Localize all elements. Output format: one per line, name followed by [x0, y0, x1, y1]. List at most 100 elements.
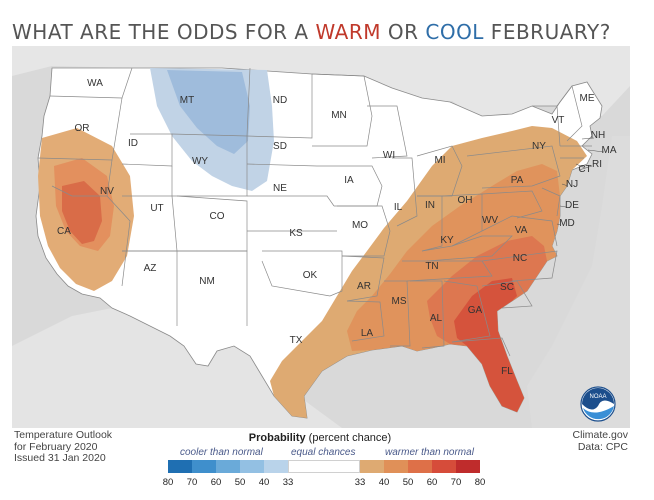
outlook-map: NOAA WA OR CA NV ID MT WY UT AZ CO NM ND SD NE KS OK TX M… — [12, 46, 630, 428]
state-label-ar: AR — [357, 281, 371, 292]
state-label-vt: VT — [552, 115, 565, 126]
state-label-ky: KY — [440, 235, 454, 246]
legend-tick: 50 — [402, 477, 414, 488]
state-label-il: IL — [394, 202, 403, 213]
title-cool: COOL — [425, 20, 484, 44]
legend-swatch-equal — [288, 460, 360, 473]
state-leader-line — [575, 163, 586, 169]
state-label-wi: WI — [383, 150, 395, 161]
legend-tick: 40 — [258, 477, 270, 488]
outlook-info: Temperature Outlook for February 2020 Is… — [14, 429, 113, 465]
outlook-line-2: for February 2020 — [14, 440, 98, 453]
state-label-fl: FL — [501, 366, 513, 377]
legend-swatch-cool — [216, 460, 240, 473]
outlook-line-1: Temperature Outlook — [14, 429, 113, 441]
state-label-ca: CA — [57, 226, 71, 237]
state-label-ct: CT — [578, 164, 591, 175]
legend-tick: 60 — [426, 477, 438, 488]
legend-swatch-cool — [192, 460, 216, 473]
legend-title: Probability (percent chance) — [248, 432, 392, 444]
state-label-in: IN — [425, 200, 435, 211]
legend-swatch-cool — [240, 460, 264, 473]
state-label-mn: MN — [331, 110, 347, 121]
state-borders — [37, 67, 592, 357]
state-label-la: LA — [361, 328, 374, 339]
legend-swatch-cool — [264, 460, 288, 473]
state-label-nd: ND — [273, 95, 287, 106]
state-label-me: ME — [580, 93, 595, 104]
state-label-de: DE — [565, 200, 579, 211]
state-label-ny: NY — [532, 141, 546, 152]
state-label-nc: NC — [513, 253, 527, 264]
legend-tick: 40 — [378, 477, 390, 488]
legend-swatch-warm — [384, 460, 408, 473]
legend-swatch-warm — [360, 460, 384, 473]
state-label-mi: MI — [434, 155, 445, 166]
legend-tick: 70 — [186, 477, 198, 488]
state-label-ri: RI — [592, 159, 602, 170]
state-label-al: AL — [430, 313, 443, 324]
state-label-co: CO — [210, 211, 225, 222]
state-label-tx: TX — [290, 335, 303, 346]
state-label-id: ID — [128, 138, 138, 149]
legend-equal-label: equal chances — [291, 447, 356, 458]
state-leader-line — [578, 165, 593, 171]
state-label-nj: NJ — [566, 179, 578, 190]
legend-warmer-label: warmer than normal — [385, 447, 474, 458]
source-line-2: Data: CPC — [577, 440, 628, 453]
state-leader-line — [556, 223, 562, 226]
state-label-md: MD — [559, 218, 575, 229]
state-leader-line — [561, 183, 569, 187]
legend-tick: 60 — [210, 477, 222, 488]
legend-swatch-warm — [432, 460, 456, 473]
legend-tick: 80 — [474, 477, 486, 488]
state-label-tn: TN — [425, 261, 438, 272]
state-label-nh: NH — [591, 130, 605, 141]
map-title: WHAT ARE THE ODDS FOR A WARM OR COOL FEB… — [12, 20, 611, 44]
state-label-wy: WY — [192, 156, 208, 167]
warm-zone-east-core — [454, 278, 524, 412]
legend-tick: 33 — [354, 477, 366, 488]
state-label-ms: MS — [392, 296, 407, 307]
state-label-az: AZ — [144, 263, 157, 274]
outlook-line-3: Issued 31 Jan 2020 — [14, 452, 106, 464]
us-map-svg: NOAA WA OR CA NV ID MT WY UT AZ CO NM ND SD NE KS OK TX M… — [12, 46, 630, 428]
state-label-wa: WA — [87, 78, 103, 89]
source-line-1: Climate.gov — [572, 429, 628, 441]
state-label-ks: KS — [289, 228, 303, 239]
state-label-wv: WV — [482, 215, 498, 226]
state-leader-line — [559, 205, 567, 208]
legend-tick: 80 — [162, 477, 174, 488]
state-label-va: VA — [515, 225, 528, 236]
state-label-ga: GA — [468, 305, 483, 316]
legend-tick: 50 — [234, 477, 246, 488]
state-label-ne: NE — [273, 183, 287, 194]
legend-tick: 33 — [282, 477, 294, 488]
state-label-ut: UT — [150, 203, 163, 214]
state-label-ma: MA — [602, 145, 617, 156]
state-label-or: OR — [75, 123, 90, 134]
state-label-nv: NV — [100, 186, 114, 197]
state-label-mo: MO — [352, 220, 368, 231]
legend-swatch-warm — [456, 460, 480, 473]
state-labels: WA OR CA NV ID MT WY UT AZ CO NM ND SD NE KS OK TX MN IA MO… — [57, 78, 617, 377]
state-label-nm: NM — [199, 276, 215, 287]
state-leader-line — [587, 149, 605, 153]
legend-swatch-warm — [408, 460, 432, 473]
cool-zone-inner — [167, 70, 250, 154]
legend-tick: 70 — [450, 477, 462, 488]
state-label-ok: OK — [303, 270, 318, 281]
state-label-pa: PA — [511, 175, 524, 186]
source-info: Climate.gov Data: CPC — [572, 429, 628, 453]
probability-legend: Probability (percent chance) cooler than… — [160, 432, 486, 494]
state-label-sd: SD — [273, 141, 287, 152]
noaa-logo-text: NOAA — [589, 394, 606, 400]
legend-swatch-cool — [168, 460, 192, 473]
state-label-oh: OH — [458, 195, 473, 206]
warm-zone-west-inner — [62, 181, 102, 244]
state-label-ia: IA — [344, 175, 354, 186]
state-label-mt: MT — [180, 95, 194, 106]
legend-cooler-label: cooler than normal — [180, 447, 263, 458]
noaa-logo: NOAA — [580, 386, 616, 422]
state-leader-line — [581, 137, 595, 140]
